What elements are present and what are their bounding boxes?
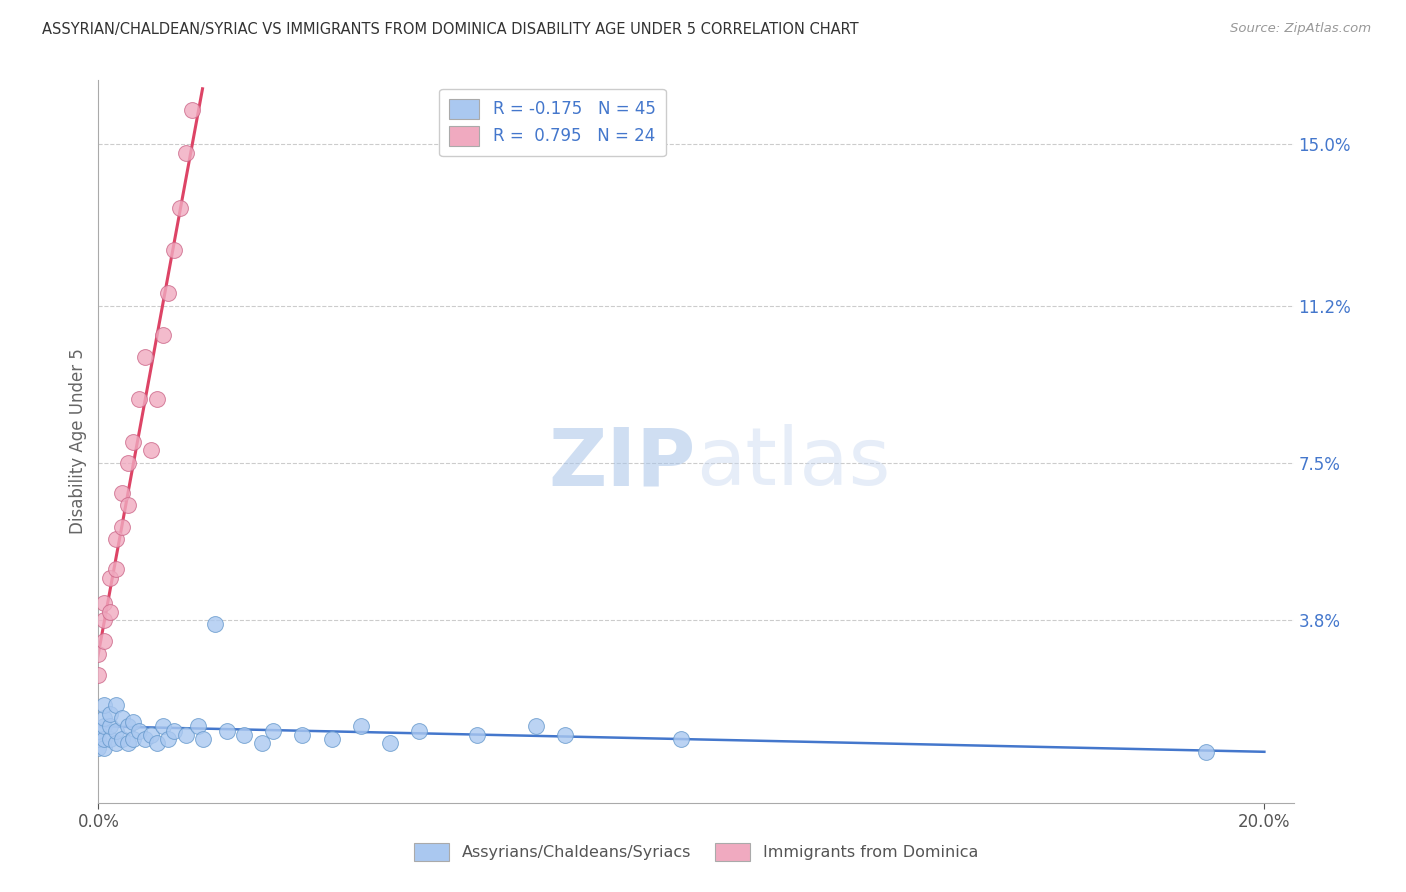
Point: [98, 719, 121, 733]
Point: [145, 736, 167, 750]
Text: Source: ZipAtlas.com: Source: ZipAtlas.com: [1230, 22, 1371, 36]
Point: [163, 723, 186, 738]
Point: [98, 570, 121, 584]
Point: [134, 350, 156, 364]
Point: [174, 145, 197, 160]
Point: [104, 736, 127, 750]
Point: [262, 723, 284, 738]
Point: [98, 732, 121, 747]
Point: [180, 103, 202, 117]
Point: [93, 596, 115, 610]
Point: [93, 740, 115, 755]
Point: [128, 392, 150, 406]
Point: [554, 728, 576, 742]
Point: [186, 719, 208, 733]
Point: [117, 719, 139, 733]
Point: [93, 613, 115, 627]
Point: [122, 732, 145, 747]
Y-axis label: Disability Age Under 5: Disability Age Under 5: [69, 349, 87, 534]
Point: [98, 706, 121, 721]
Point: [524, 719, 547, 733]
Point: [93, 634, 115, 648]
Point: [134, 732, 156, 747]
Point: [321, 732, 343, 747]
Point: [98, 605, 121, 619]
Point: [104, 562, 127, 576]
Point: [174, 728, 197, 742]
Point: [350, 719, 373, 733]
Text: ZIP: ZIP: [548, 425, 696, 502]
Point: [87, 740, 110, 755]
Point: [193, 732, 215, 747]
Point: [139, 443, 162, 458]
Point: [87, 732, 110, 747]
Point: [104, 533, 127, 547]
Point: [204, 617, 226, 632]
Point: [467, 728, 489, 742]
Point: [122, 434, 145, 449]
Point: [378, 736, 401, 750]
Point: [111, 711, 134, 725]
Point: [93, 719, 115, 733]
Point: [145, 392, 167, 406]
Point: [104, 723, 127, 738]
Point: [122, 714, 145, 729]
Point: [117, 456, 139, 470]
Point: [87, 647, 110, 661]
Text: ASSYRIAN/CHALDEAN/SYRIAC VS IMMIGRANTS FROM DOMINICA DISABILITY AGE UNDER 5 CORR: ASSYRIAN/CHALDEAN/SYRIAC VS IMMIGRANTS F…: [42, 22, 859, 37]
Point: [111, 485, 134, 500]
Point: [671, 732, 693, 747]
Text: atlas: atlas: [696, 425, 890, 502]
Point: [93, 698, 115, 712]
Point: [163, 244, 186, 258]
Point: [104, 698, 127, 712]
Point: [93, 732, 115, 747]
Point: [1195, 745, 1218, 759]
Point: [408, 723, 430, 738]
Point: [128, 723, 150, 738]
Point: [169, 201, 191, 215]
Point: [233, 728, 256, 742]
Point: [117, 736, 139, 750]
Point: [152, 328, 174, 343]
Point: [250, 736, 273, 750]
Point: [87, 668, 110, 682]
Point: [111, 732, 134, 747]
Point: [93, 711, 115, 725]
Point: [291, 728, 314, 742]
Point: [215, 723, 238, 738]
Point: [157, 285, 180, 300]
Point: [139, 728, 162, 742]
Point: [157, 732, 180, 747]
Legend: Assyrians/Chaldeans/Syriacs, Immigrants from Dominica: Assyrians/Chaldeans/Syriacs, Immigrants …: [408, 837, 984, 867]
Point: [111, 519, 134, 533]
Point: [117, 498, 139, 512]
Point: [87, 723, 110, 738]
Point: [152, 719, 174, 733]
